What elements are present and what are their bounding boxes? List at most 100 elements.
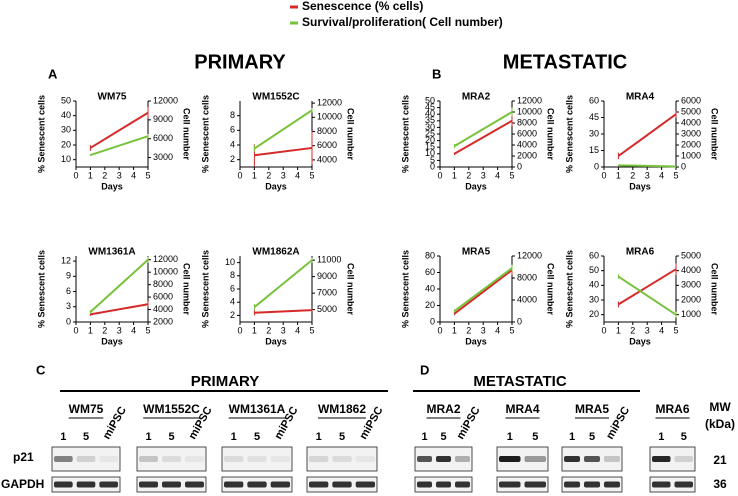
y-tick-label: 2	[230, 154, 235, 164]
y-tick-label: 60	[425, 267, 435, 277]
row-label: GAPDH	[1, 477, 44, 491]
y-tick-label: 30	[425, 122, 435, 132]
blot-band	[355, 456, 375, 462]
y2-tick-label: 3000	[681, 280, 701, 290]
y-tick-label: 5	[430, 155, 435, 165]
x-tick-label: 0	[237, 170, 242, 180]
y2-axis-label: Cell number	[182, 263, 192, 316]
series-line	[90, 303, 149, 316]
y-axis-label: % Senescent cells	[200, 95, 210, 173]
y2-tick-label: 6000	[153, 291, 173, 301]
panel-letter: A	[48, 66, 58, 81]
y2-axis-label: Cell number	[346, 108, 356, 161]
y2-tick-label: 6000	[317, 140, 337, 150]
y-tick-label: 8	[230, 270, 235, 280]
mw-header: (kDa)	[705, 417, 735, 431]
lane-label: 1	[507, 431, 513, 443]
x-tick-label: 4	[295, 170, 300, 180]
y2-tick-label: 5000	[317, 304, 337, 314]
blot-heading: PRIMARY	[191, 373, 260, 390]
y2-tick-label: 0	[517, 161, 522, 171]
x-axis-label: Days	[629, 336, 651, 346]
mw-value: 36	[713, 477, 727, 491]
chart-title: WM1862A	[252, 247, 299, 258]
y-tick-label: 20	[425, 300, 435, 310]
sample-name: WM1552C	[143, 402, 200, 416]
legend-label: Survival/proliferation( Cell number)	[302, 15, 503, 29]
x-tick-label: 4	[295, 325, 300, 335]
y2-tick-label: 3000	[153, 152, 173, 162]
y-tick-label: 10	[425, 148, 435, 158]
series-line	[89, 258, 149, 313]
blot-band	[584, 481, 600, 488]
blot-band	[162, 481, 181, 488]
panel-letter: B	[432, 66, 441, 81]
x-tick-label: 5	[309, 170, 314, 180]
y-tick-label: 10	[61, 154, 71, 164]
series-line	[453, 267, 513, 312]
blot-band	[54, 456, 73, 462]
series-line	[254, 146, 313, 157]
y-tick-label: 15	[589, 145, 599, 155]
y-tick-label: 10	[225, 257, 235, 267]
y2-tick-label: 2000	[153, 316, 173, 326]
x-tick-label: 2	[466, 170, 471, 180]
panel-letter: D	[420, 362, 429, 377]
x-tick-label: 2	[630, 170, 635, 180]
y-tick-label: 40	[589, 280, 599, 290]
y2-tick-label: 1000	[681, 309, 701, 319]
y2-tick-label: 0	[517, 316, 522, 326]
y2-tick-label: 8000	[153, 279, 173, 289]
y-tick-label: 50	[425, 95, 435, 105]
x-tick-label: 2	[466, 325, 471, 335]
y-tick-label: 20	[61, 139, 71, 149]
y2-tick-label: 6000	[681, 95, 701, 105]
x-tick-label: 5	[673, 170, 678, 180]
x-tick-label: 5	[673, 325, 678, 335]
y-tick-label: 0	[66, 316, 71, 326]
blot-band	[455, 481, 470, 488]
x-tick-label: 3	[117, 325, 122, 335]
y-tick-label: 60	[589, 95, 599, 105]
y-tick-label: 25	[425, 128, 435, 138]
x-tick-label: 0	[237, 325, 242, 335]
x-tick-label: 0	[73, 170, 78, 180]
y2-axis-label: Cell number	[546, 108, 556, 161]
y2-tick-label: 8000	[517, 272, 537, 282]
chart-title: MRA2	[462, 92, 491, 103]
blot-band	[604, 456, 620, 462]
y-tick-label: 80	[425, 250, 435, 260]
blot-band	[270, 481, 290, 488]
x-axis-label: Days	[465, 181, 487, 191]
y2-axis-label: Cell number	[546, 263, 556, 316]
x-tick-label: 4	[659, 170, 664, 180]
y-axis-label: % Senescent cells	[400, 250, 410, 328]
y2-tick-label: 6000	[517, 128, 537, 138]
y-tick-label: 12	[61, 255, 71, 265]
y2-tick-label: 4000	[681, 265, 701, 275]
y2-tick-label: 4000	[153, 304, 173, 314]
x-tick-label: 5	[145, 170, 150, 180]
x-tick-label: 5	[309, 325, 314, 335]
x-tick-label: 3	[281, 325, 286, 335]
blot-band	[499, 456, 521, 462]
y-tick-label: 30	[589, 128, 599, 138]
x-tick-label: 1	[452, 170, 457, 180]
x-tick-label: 0	[601, 325, 606, 335]
blot-band	[270, 456, 290, 462]
sample-name: MRA4	[505, 402, 539, 416]
blot-band	[455, 456, 470, 462]
x-tick-label: 3	[281, 170, 286, 180]
x-tick-label: 4	[659, 325, 664, 335]
y-tick-label: 40	[425, 109, 435, 119]
y2-tick-label: 6000	[153, 133, 173, 143]
blot-band	[139, 456, 158, 462]
y2-tick-label: 4000	[517, 139, 537, 149]
blot-band	[309, 481, 329, 488]
series-line	[253, 259, 313, 308]
y2-tick-label: 4000	[517, 294, 537, 304]
y2-tick-label: 8000	[317, 126, 337, 136]
y-tick-label: 45	[425, 102, 435, 112]
y2-tick-label: 12000	[517, 250, 542, 260]
mw-value: 21	[713, 453, 727, 467]
